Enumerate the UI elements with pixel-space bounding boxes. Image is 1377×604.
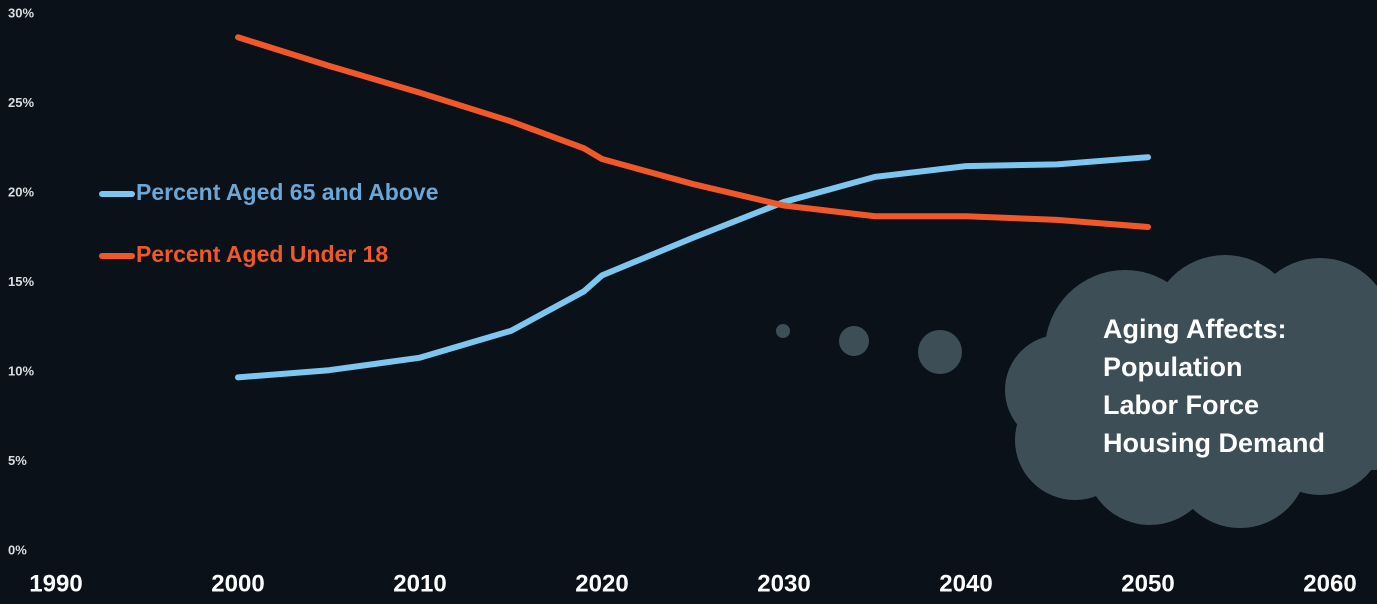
x-tick-label: 1990 <box>29 570 82 597</box>
y-tick-label: 5% <box>8 453 27 468</box>
thought-cloud <box>776 255 1377 528</box>
x-tick-label: 2000 <box>211 570 264 597</box>
legend-label: Percent Aged 65 and Above <box>136 179 439 205</box>
y-tick-label: 10% <box>8 363 34 378</box>
y-tick-label: 0% <box>8 542 27 557</box>
series-line <box>235 34 1151 231</box>
x-tick-label: 2040 <box>939 570 992 597</box>
x-tick-label: 2060 <box>1303 570 1356 597</box>
y-tick-label: 30% <box>8 5 34 20</box>
y-tick-label: 15% <box>8 274 34 289</box>
annotation: Aging Affects: <box>1103 314 1287 344</box>
series-line <box>235 154 1151 381</box>
x-tick-label: 2030 <box>757 570 810 597</box>
legend-label: Percent Aged Under 18 <box>136 241 388 267</box>
y-tick-label: 20% <box>8 184 34 199</box>
y-tick-label: 25% <box>8 95 34 110</box>
x-tick-label: 2020 <box>575 570 628 597</box>
annotation: Labor Force <box>1103 390 1259 420</box>
x-tick-label: 2050 <box>1121 570 1174 597</box>
x-tick-label: 2010 <box>393 570 446 597</box>
annotation: Housing Demand <box>1103 428 1325 458</box>
annotation: Population <box>1103 352 1242 382</box>
